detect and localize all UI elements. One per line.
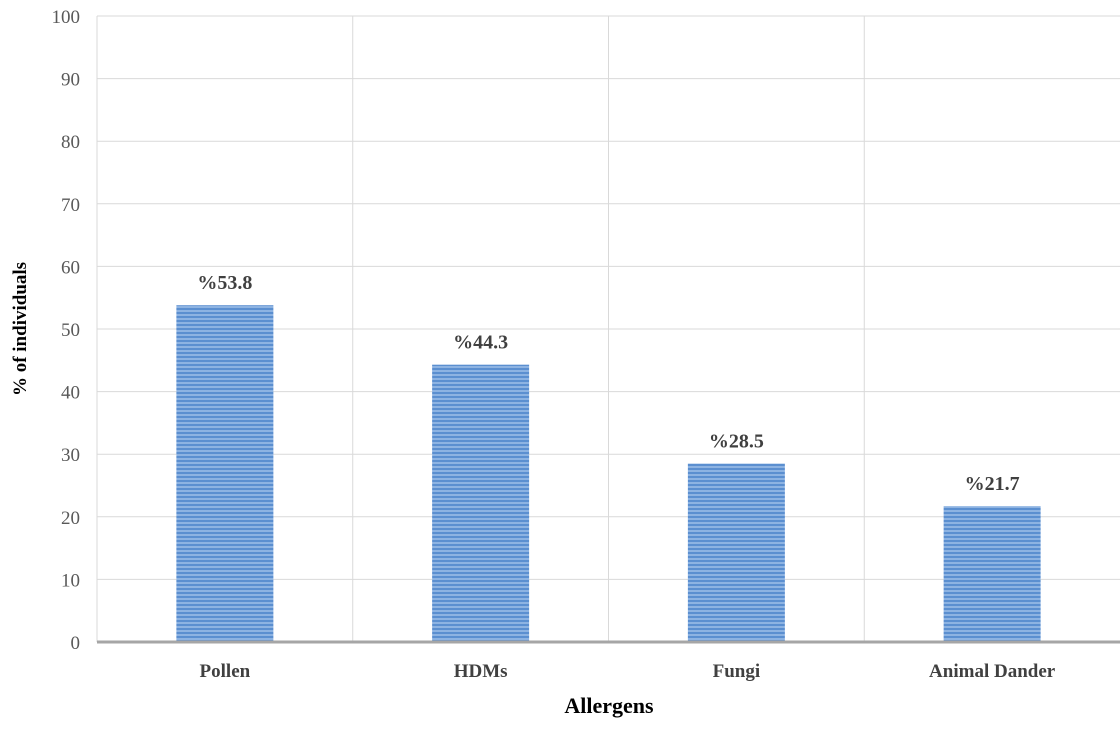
x-category-label: Animal Dander [929, 661, 1056, 682]
bar [432, 364, 530, 642]
bar [176, 305, 274, 642]
x-category-label: Pollen [200, 661, 251, 682]
y-tick-label: 60 [61, 257, 80, 278]
x-category-label: HDMs [454, 661, 508, 682]
y-tick-label: 80 [61, 132, 80, 153]
y-tick-label: 70 [61, 195, 80, 216]
bar-data-label: %28.5 [709, 431, 764, 453]
x-axis-category-labels: Pollen HDMs Fungi Animal Dander [200, 661, 1056, 682]
y-tick-label: 100 [52, 7, 81, 28]
y-tick-label: 50 [61, 320, 80, 341]
y-axis-title: % of individuals [10, 262, 31, 396]
bar [687, 463, 785, 642]
bars [176, 305, 1041, 642]
y-tick-label: 20 [61, 508, 80, 529]
bar-data-label: %21.7 [965, 473, 1020, 495]
bar [943, 506, 1041, 642]
data-labels: %53.8 %44.3 %28.5 %21.7 [197, 272, 1019, 495]
gridlines [96, 15, 1120, 642]
y-axis-ticks: 0 10 20 30 40 50 60 70 80 90 100 [52, 7, 81, 654]
x-axis-title: Allergens [564, 693, 654, 718]
y-tick-label: 30 [61, 445, 80, 466]
y-tick-label: 90 [61, 70, 80, 91]
x-category-label: Fungi [713, 661, 761, 682]
bar-data-label: %44.3 [453, 332, 508, 354]
bar-data-label: %53.8 [197, 272, 252, 294]
y-tick-label: 40 [61, 383, 80, 404]
y-tick-label: 10 [61, 570, 80, 591]
y-tick-label: 0 [71, 633, 81, 654]
